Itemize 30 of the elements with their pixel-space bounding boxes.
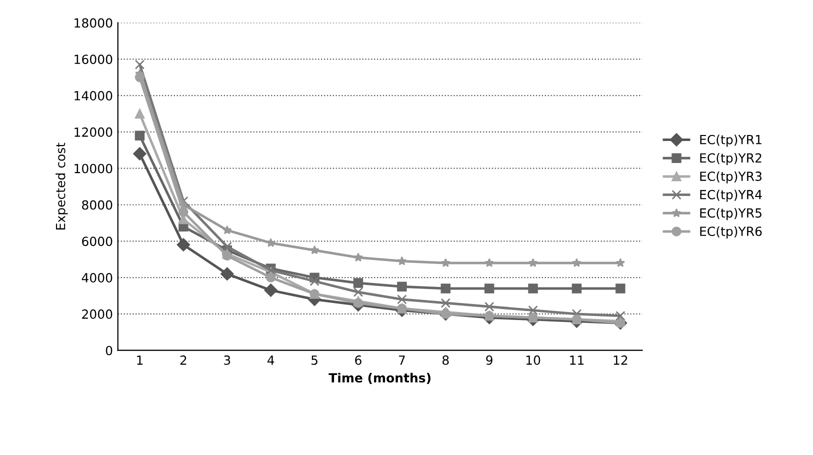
y-axis-title: Expected cost	[56, 142, 68, 230]
x-tick-label: 8	[442, 355, 449, 365]
x-tick-label: 4	[267, 356, 274, 365]
y-tick-label: 12000	[74, 127, 112, 137]
legend-label: EC(tp)YR2	[700, 152, 762, 166]
x-tick-label: 3	[224, 355, 230, 365]
y-tick-label: 6000	[82, 236, 112, 246]
x-tick-label: 12	[614, 355, 628, 365]
legend-label: EC(tp)YR5	[700, 208, 762, 220]
y-tick-label: 2000	[82, 309, 112, 319]
y-tick-label: 0	[106, 346, 112, 356]
y-tick-label: 18000	[74, 18, 112, 28]
x-axis-title: Time (months)	[328, 372, 430, 384]
x-tick-label: 7	[398, 356, 405, 365]
x-tick-label: 10	[526, 355, 540, 365]
y-tick-label: 4000	[82, 273, 112, 282]
legend-label: EC(tp)YR4	[700, 190, 762, 202]
legend-label: EC(tp)YR6	[700, 226, 762, 238]
y-tick-label: 10000	[74, 164, 112, 174]
x-tick-label: 6	[355, 355, 362, 365]
y-tick-label: 8000	[82, 200, 112, 210]
y-tick-label: 14000	[74, 91, 112, 100]
x-tick-label: 1	[137, 356, 143, 365]
x-tick-label: 5	[312, 356, 318, 365]
legend-label: EC(tp)YR1	[700, 134, 762, 147]
y-tick-label: 16000	[74, 54, 112, 64]
x-tick-label: 9	[486, 355, 492, 365]
x-tick-label: 11	[570, 356, 584, 365]
legend-label: EC(tp)YR3	[700, 171, 762, 184]
x-tick-label: 2	[180, 355, 186, 365]
